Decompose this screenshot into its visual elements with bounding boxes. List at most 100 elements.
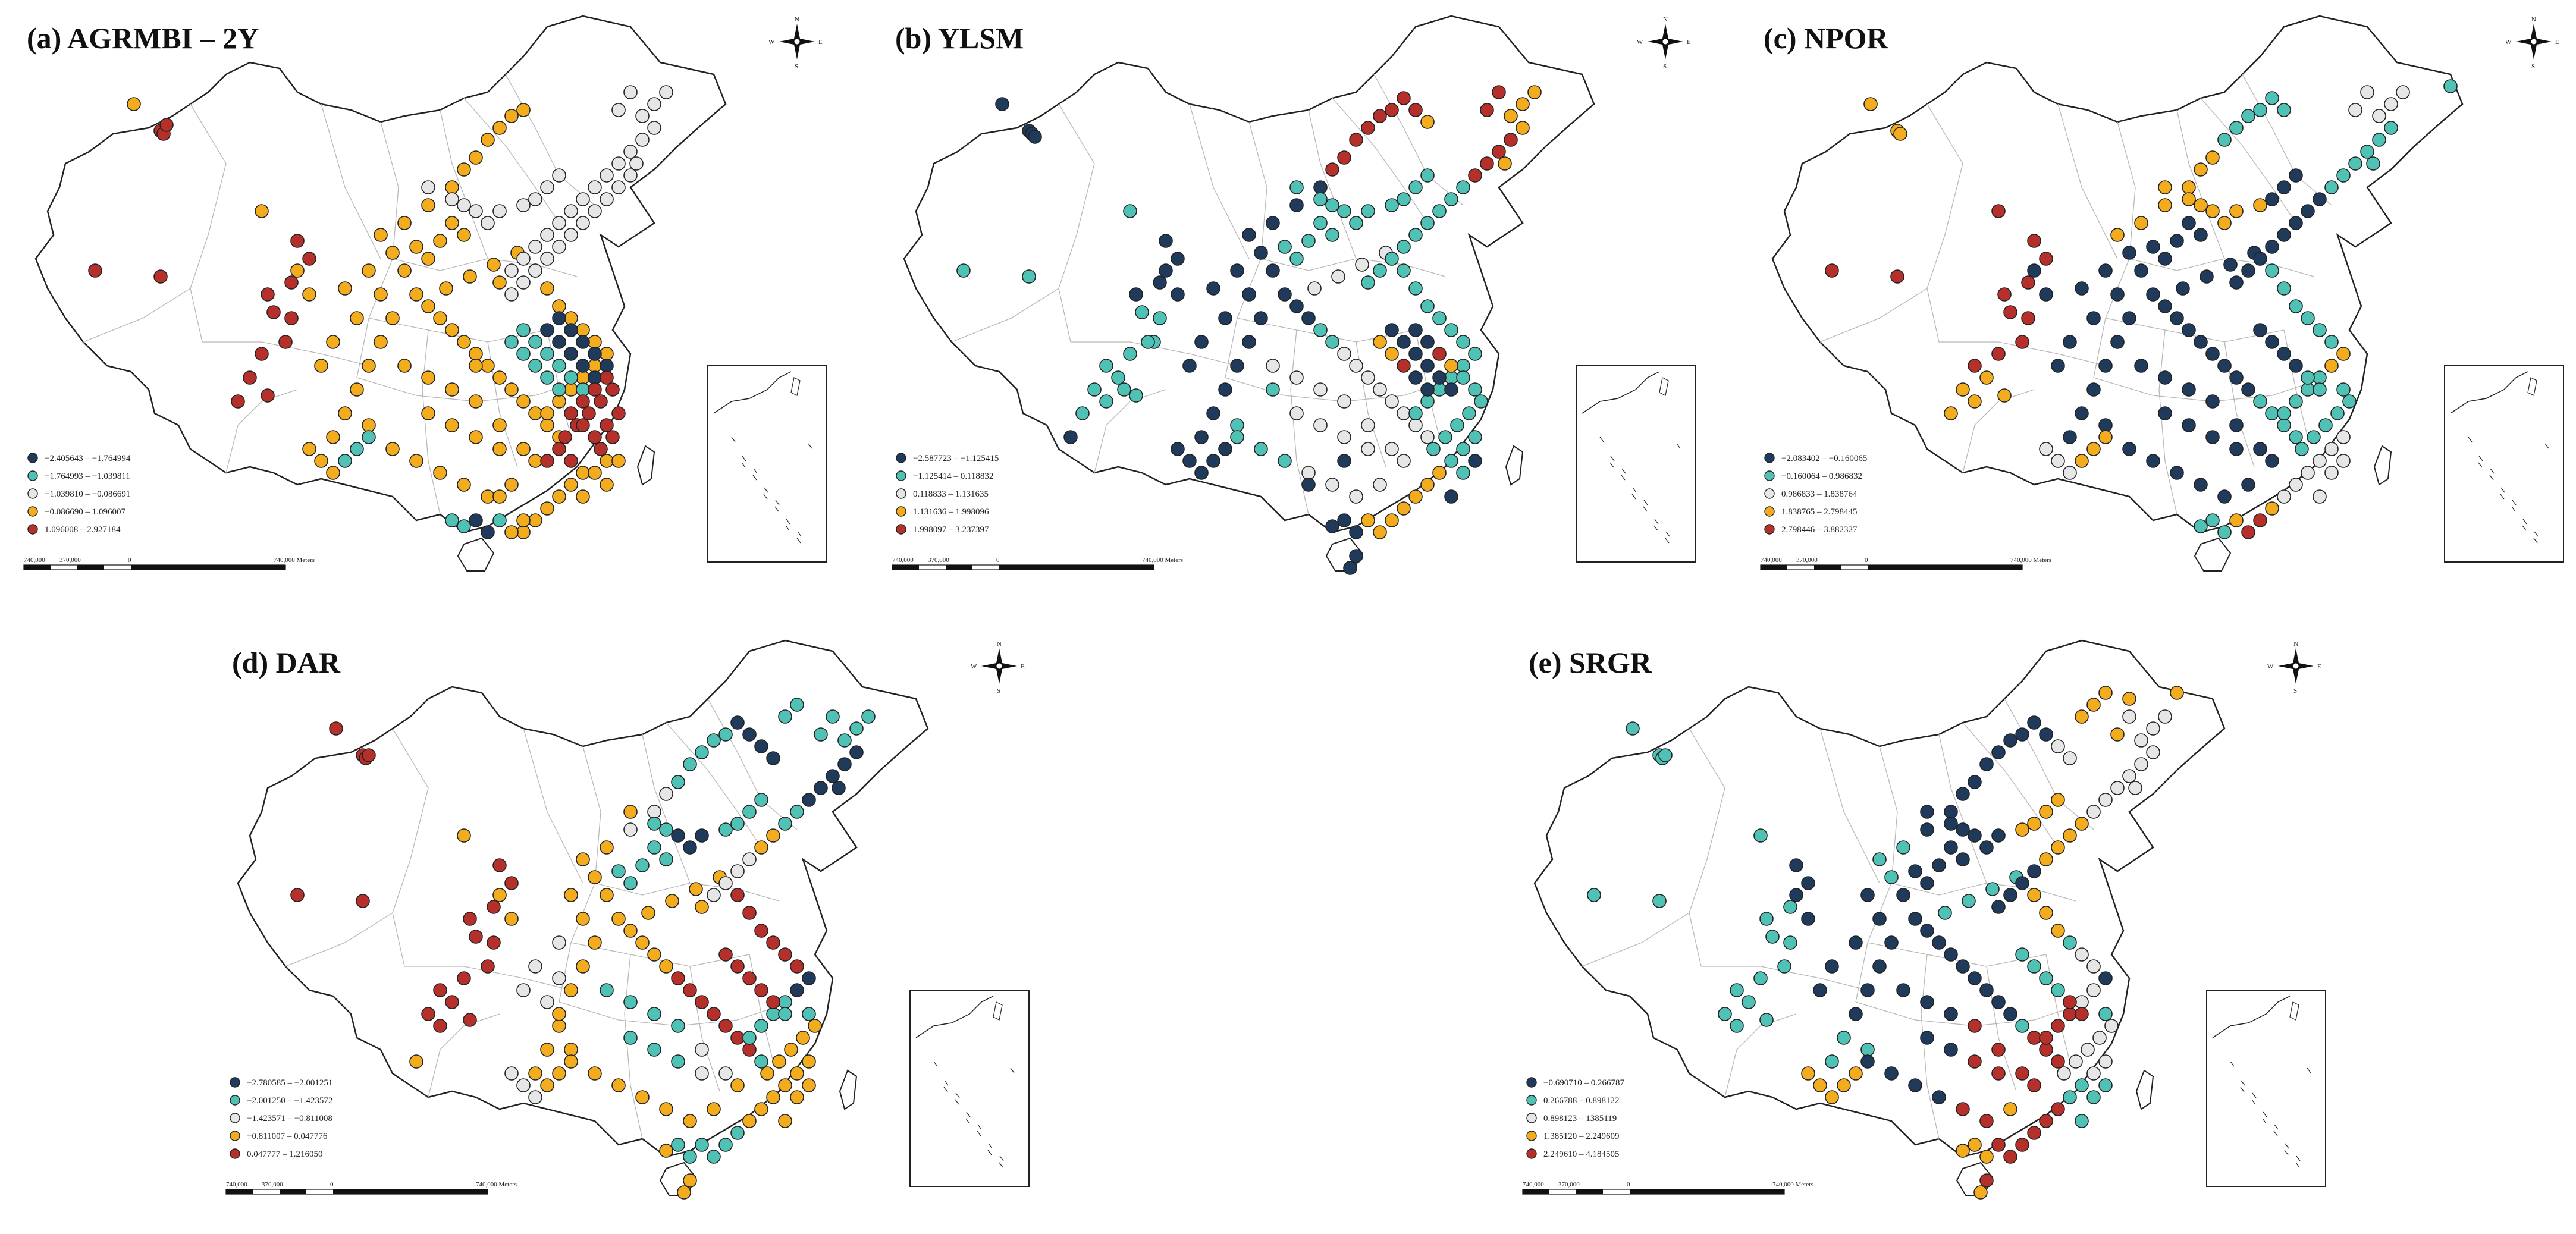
station-point: [1218, 311, 1232, 325]
inset-dash: [2500, 487, 2505, 493]
station-point: [1171, 442, 1185, 456]
station-point: [504, 1066, 519, 1081]
station-point: [1218, 382, 1232, 397]
taiwan-island: [2373, 445, 2392, 486]
station-point: [641, 906, 655, 920]
station-point: [1979, 1173, 1994, 1188]
station-point: [552, 1007, 566, 1021]
scale-bar: 740,000 370,000 0 740,000 Meters: [225, 1181, 517, 1195]
station-point: [1753, 971, 1768, 985]
station-point: [552, 299, 566, 313]
north-arrow-icon: N S W E: [2505, 16, 2559, 70]
station-point: [1759, 912, 1774, 926]
station-point: [540, 995, 554, 1009]
station-point: [1408, 103, 1423, 117]
station-point: [1337, 204, 1351, 218]
station-point: [1373, 335, 1387, 349]
legend-label: 1.838765 – 2.798445: [1781, 507, 1858, 517]
province-boundary: [1891, 883, 2076, 902]
station-point: [2075, 709, 2089, 724]
inset-dash: [786, 519, 790, 525]
station-point: [2170, 311, 2184, 325]
station-point: [540, 1078, 554, 1092]
station-point: [754, 1019, 768, 1033]
station-point: [1968, 775, 1982, 789]
north-arrow-icon: N S W E: [971, 640, 1025, 695]
province-boundary: [2105, 318, 2285, 343]
legend-label: 0.898123 – 1385119: [1543, 1114, 1617, 1123]
station-point: [754, 793, 768, 807]
station-point: [1301, 234, 1316, 248]
scale-label: 740,000: [892, 557, 914, 564]
station-point: [2039, 727, 2053, 742]
station-point: [2003, 1007, 2017, 1021]
compass-label: E: [2555, 39, 2559, 46]
inset-dash: [731, 437, 736, 442]
station-point: [2289, 394, 2303, 409]
station-point: [2027, 1031, 2041, 1045]
station-point: [2039, 971, 2053, 985]
station-point: [1397, 263, 1411, 278]
station-point: [1266, 263, 1280, 278]
station-point: [552, 240, 566, 254]
station-point: [374, 335, 388, 349]
panel-title: (a) AGRMBI – 2Y: [27, 21, 259, 55]
station-point: [2301, 382, 2315, 397]
station-point: [2098, 263, 2113, 278]
scale-label: 370,000: [262, 1181, 283, 1188]
station-point: [2134, 757, 2148, 771]
map-panel-c: (c) NPOR −2.083402 – −0.160065 −0.160064 …: [1749, 9, 2576, 580]
station-point: [1373, 263, 1387, 278]
station-point: [623, 876, 638, 890]
station-point: [1837, 1031, 1851, 1045]
station-point: [552, 1066, 566, 1081]
scale-label: 740,000 Meters: [1142, 557, 1183, 564]
station-point: [1991, 828, 2006, 843]
station-point: [760, 1066, 774, 1081]
station-point: [463, 269, 477, 284]
station-point: [516, 983, 531, 997]
station-point: [2146, 721, 2160, 736]
station-point: [1991, 995, 2006, 1009]
station-point: [1920, 924, 1934, 938]
station-point: [2277, 103, 2291, 117]
province-boundary: [1237, 318, 1416, 343]
station-point: [837, 733, 852, 748]
station-point: [2027, 817, 2041, 831]
station-point: [2289, 216, 2303, 230]
station-point: [2194, 162, 2208, 177]
station-point: [718, 1066, 733, 1081]
station-point: [677, 1185, 691, 1200]
station-point: [1920, 995, 1934, 1009]
station-point: [492, 513, 507, 527]
station-point: [552, 335, 566, 349]
inset-dash: [943, 1087, 948, 1092]
station-point: [718, 822, 733, 837]
station-point: [1153, 275, 1167, 290]
station-point: [528, 454, 542, 468]
station-point: [1230, 418, 1244, 432]
station-point: [540, 228, 554, 242]
station-point: [790, 698, 804, 712]
station-point: [481, 489, 495, 504]
station-point: [374, 287, 388, 302]
station-point: [2015, 1066, 2029, 1081]
station-point: [588, 347, 602, 361]
station-point: [1349, 525, 1363, 539]
inset-dash: [2241, 1080, 2245, 1086]
station-point: [707, 888, 721, 902]
station-point: [1278, 287, 1292, 302]
station-point: [695, 900, 709, 914]
station-point: [2205, 347, 2220, 361]
legend-label: −2.405643 – −1.764994: [45, 454, 131, 463]
station-point: [492, 858, 507, 872]
station-point: [2134, 216, 2148, 230]
compass-center: [1662, 38, 1669, 45]
station-point: [1337, 513, 1351, 527]
station-point: [671, 775, 685, 789]
station-point: [2253, 252, 2267, 266]
station-point: [2182, 382, 2196, 397]
station-point: [1444, 323, 1458, 337]
station-point: [2348, 156, 2362, 171]
scale-label: 740,000 Meters: [476, 1181, 517, 1188]
